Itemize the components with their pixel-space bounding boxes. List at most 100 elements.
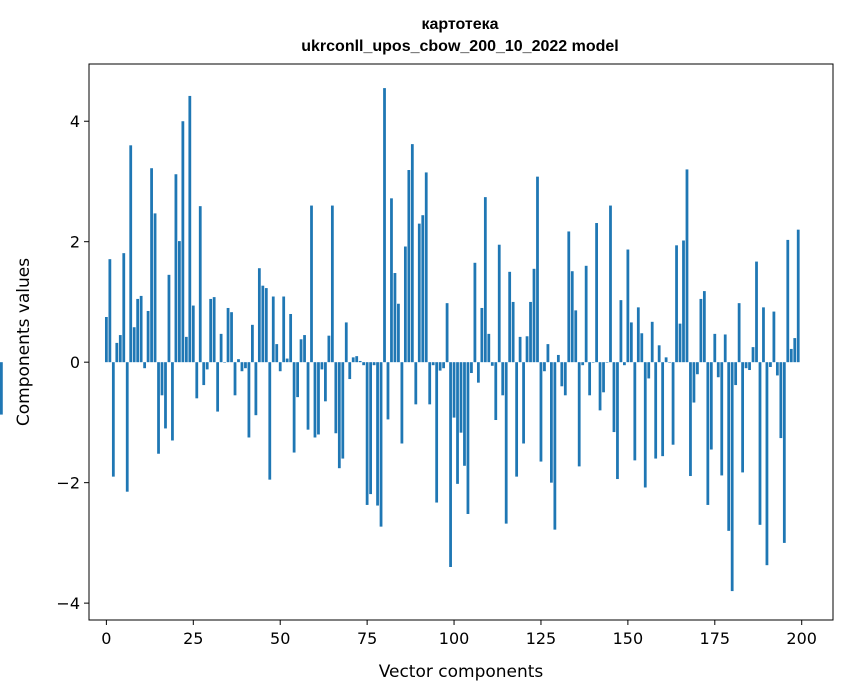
bar xyxy=(616,362,619,480)
bar xyxy=(431,362,435,366)
bar xyxy=(751,347,755,363)
bar xyxy=(650,321,654,363)
bar xyxy=(362,362,366,366)
bar xyxy=(654,362,658,459)
bar xyxy=(122,253,126,363)
bar xyxy=(626,249,630,363)
bar xyxy=(376,362,379,506)
bar xyxy=(452,362,456,418)
bar xyxy=(463,362,466,466)
bar xyxy=(442,362,446,369)
bar xyxy=(567,231,571,363)
bar xyxy=(184,336,188,363)
bar xyxy=(675,245,678,363)
bar xyxy=(782,362,786,543)
bar xyxy=(195,362,199,399)
bar xyxy=(390,198,393,363)
bar xyxy=(348,362,352,380)
bar xyxy=(313,362,317,438)
bar xyxy=(407,170,411,363)
bar xyxy=(344,322,348,363)
bar xyxy=(602,362,605,393)
x-tick-label: 175 xyxy=(700,629,731,648)
bar xyxy=(550,362,553,483)
bar xyxy=(629,322,633,363)
bar xyxy=(296,362,299,398)
bar xyxy=(292,362,296,453)
bar xyxy=(271,296,275,363)
bar xyxy=(748,362,751,371)
bar xyxy=(393,273,397,363)
bar xyxy=(556,354,560,363)
bar xyxy=(591,362,595,363)
bar xyxy=(400,362,404,444)
bar xyxy=(744,362,748,369)
bar xyxy=(702,291,706,363)
bar xyxy=(146,310,150,363)
bar xyxy=(178,241,181,363)
bar xyxy=(108,259,112,363)
bar xyxy=(612,362,616,433)
bar xyxy=(661,362,665,457)
bar xyxy=(351,357,355,363)
bar xyxy=(445,303,449,363)
bar xyxy=(525,336,529,363)
bar xyxy=(202,362,206,386)
bar xyxy=(104,317,108,363)
bar xyxy=(789,348,793,363)
bar xyxy=(337,362,341,469)
bar xyxy=(244,362,247,369)
x-tick-label: 200 xyxy=(786,629,817,648)
bar xyxy=(181,121,185,363)
bar xyxy=(417,223,421,363)
bar xyxy=(609,205,612,363)
bar xyxy=(386,362,390,420)
bar xyxy=(264,288,268,363)
bar xyxy=(713,333,717,363)
y-tick-label: −2 xyxy=(56,474,80,493)
bar xyxy=(247,362,251,438)
bar xyxy=(327,335,331,363)
bar xyxy=(692,362,696,403)
bar xyxy=(143,362,147,369)
bar xyxy=(251,324,254,363)
bar xyxy=(115,342,119,363)
bar xyxy=(0,362,3,415)
bar xyxy=(762,307,765,363)
bar xyxy=(657,345,661,363)
bar xyxy=(476,362,480,383)
bar xyxy=(379,362,383,527)
x-tick-label: 50 xyxy=(270,629,290,648)
bar xyxy=(504,362,508,524)
bar xyxy=(240,362,244,372)
y-tick-label: 4 xyxy=(70,112,80,131)
bar xyxy=(755,261,758,363)
bar xyxy=(723,334,727,363)
bar xyxy=(421,215,425,363)
bar xyxy=(470,362,473,374)
bar xyxy=(483,197,487,363)
bar xyxy=(501,362,505,396)
bar xyxy=(584,265,588,363)
bar xyxy=(369,362,372,495)
bar xyxy=(664,357,668,363)
bar xyxy=(515,362,519,477)
bar xyxy=(668,362,671,363)
bar xyxy=(775,362,779,376)
bar xyxy=(153,213,157,363)
y-tick-label: 2 xyxy=(70,233,80,252)
bar xyxy=(268,362,272,480)
x-tick-label: 100 xyxy=(439,629,470,648)
bar xyxy=(355,356,359,363)
bar xyxy=(769,362,772,367)
bar xyxy=(397,303,400,363)
plot-frame xyxy=(88,63,834,621)
bar xyxy=(730,362,734,592)
bar xyxy=(191,305,195,363)
bar xyxy=(157,362,160,454)
bar xyxy=(574,310,578,363)
x-tick-label: 0 xyxy=(101,629,111,648)
bar xyxy=(699,298,703,363)
bar xyxy=(125,362,129,492)
